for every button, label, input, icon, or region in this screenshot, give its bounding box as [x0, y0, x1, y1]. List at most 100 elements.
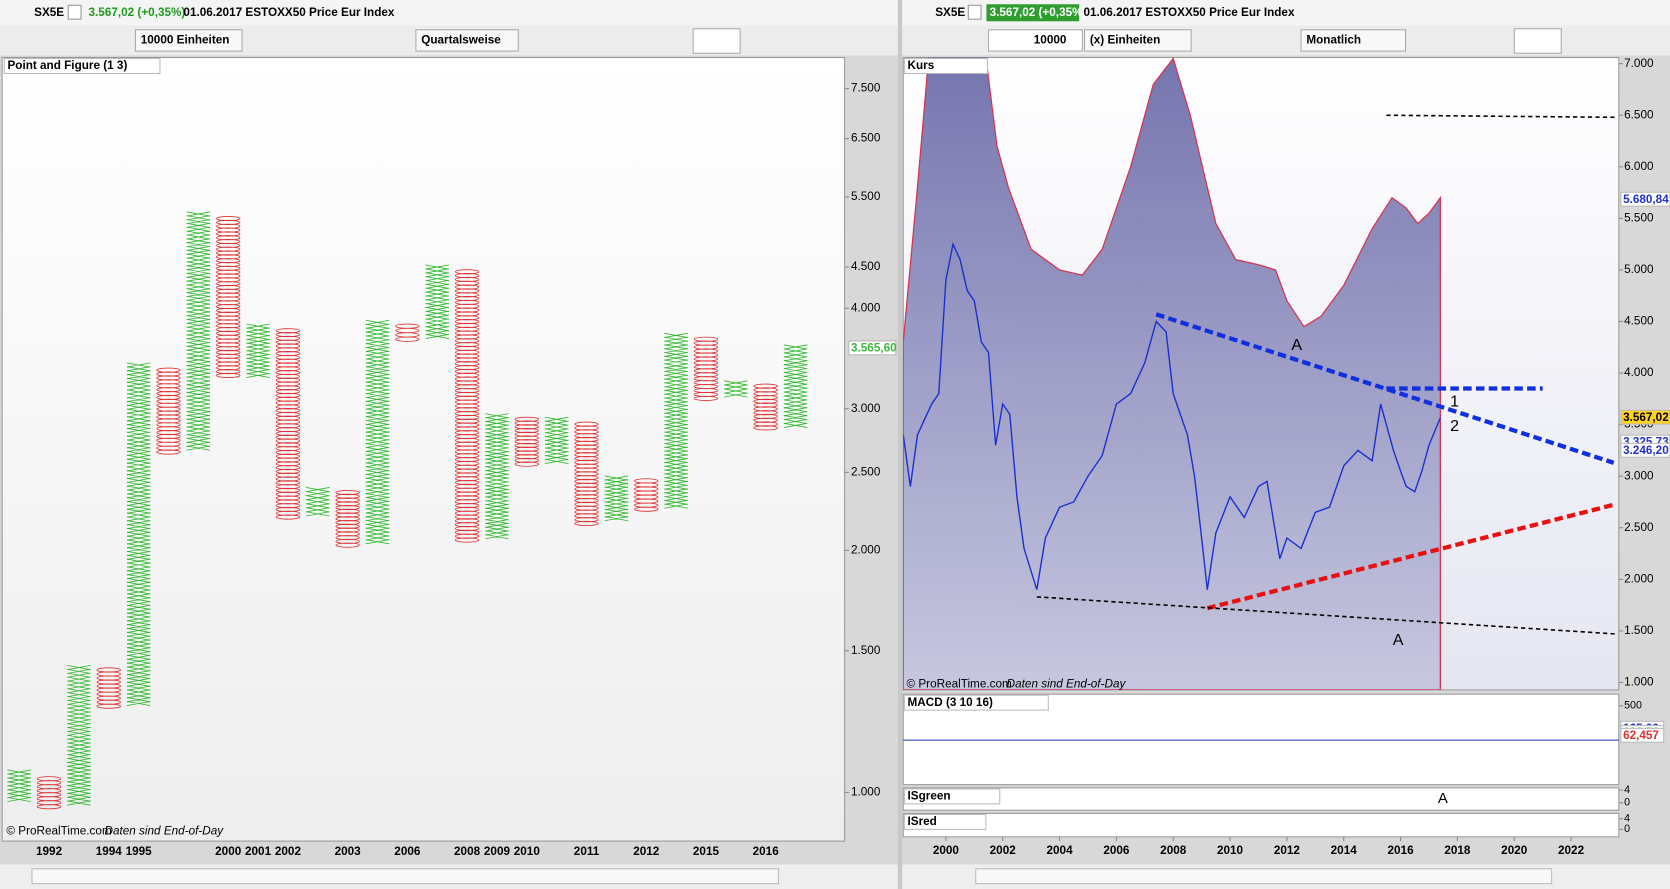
- x-tick-label: 2009: [484, 845, 511, 858]
- y-tick-label: 500: [1624, 700, 1642, 712]
- x-tick-label: 2006: [1103, 844, 1130, 857]
- price-tag-label: 3.246,20: [1623, 444, 1669, 457]
- units-dropdown[interactable]: [1084, 29, 1192, 52]
- pf-column: [724, 380, 748, 398]
- pf-column: [305, 487, 330, 517]
- title-box: [903, 694, 1049, 711]
- credit: © ProRealTime.com: [906, 678, 1011, 691]
- title-box: [903, 813, 987, 830]
- x-tick-label: 2020: [1501, 844, 1528, 857]
- price-tag-label: 3.565,60: [851, 341, 897, 354]
- annotation: A: [1438, 791, 1448, 807]
- x-tick-label: 2014: [1331, 844, 1358, 857]
- info-icon[interactable]: [967, 4, 982, 20]
- pf-column: [36, 776, 62, 810]
- pf-column: [395, 323, 420, 342]
- quote-box: [986, 4, 1080, 22]
- x-tick-label: 2018: [1444, 844, 1471, 857]
- y-tick-label: 3.000: [1624, 469, 1654, 482]
- y-tick-label: 7.500: [851, 82, 881, 95]
- trend-line: [1386, 114, 1617, 119]
- pf-column: [514, 416, 539, 467]
- units-dropdown[interactable]: [134, 29, 243, 52]
- x-tick-label: 1995: [126, 845, 153, 858]
- annotation: A: [1291, 337, 1302, 354]
- y-tick-label: 5.500: [851, 190, 881, 203]
- band-area: [903, 57, 1441, 690]
- trend-line: [1206, 501, 1618, 611]
- price-plot: [903, 57, 1441, 690]
- x-tick-label: 2012: [1274, 844, 1301, 857]
- y-tick-label: 1.500: [851, 644, 881, 657]
- x-tick-label: 2002: [275, 845, 302, 858]
- title-box: [3, 58, 161, 74]
- annotation: 2: [1450, 418, 1459, 435]
- pf-column: [693, 336, 719, 401]
- y-tick-label: 2.000: [1624, 572, 1654, 585]
- scroll-track[interactable]: [975, 868, 1553, 885]
- quote: 3.567,02 (+0,35%): [89, 6, 186, 19]
- y-tick-label: 6.500: [1624, 108, 1654, 121]
- credit-note: Daten sind End-of-Day: [1007, 678, 1127, 691]
- period-dropdown[interactable]: [415, 29, 519, 52]
- pf-column: [454, 269, 480, 543]
- scroll-track[interactable]: [31, 868, 780, 885]
- pf-column: [634, 478, 659, 512]
- isred-title: ISred: [908, 815, 937, 828]
- isgreen-title: ISgreen: [908, 789, 951, 802]
- title-box: [903, 788, 1001, 805]
- x-tick-label: 2000: [933, 844, 960, 857]
- instrument-info: 01.06.2017 ESTOXX50 Price Eur Index: [183, 6, 395, 19]
- pf-column: [604, 475, 629, 522]
- x-tick-label: 2012: [633, 845, 660, 858]
- y-tick-label: 4.000: [1624, 366, 1654, 379]
- pf-column: [753, 383, 778, 431]
- isgreen-panel: [902, 787, 1620, 811]
- instrument-info: 01.06.2017 ESTOXX50 Price Eur Index: [1083, 6, 1295, 19]
- pf-column: [574, 421, 599, 526]
- units: (x) Einheiten: [1090, 34, 1160, 47]
- pf-column: [485, 413, 509, 540]
- pf-column: [335, 489, 360, 548]
- y-tick-label: 4: [1624, 813, 1630, 825]
- x-tick-label: 2010: [514, 845, 541, 858]
- isred-panel: [902, 812, 1620, 838]
- pf-column: [365, 319, 390, 545]
- y-tick-label: 0: [1624, 797, 1630, 809]
- symbol[interactable]: SX5E: [935, 6, 965, 19]
- x-tick-label: 2000: [215, 845, 242, 858]
- pf-column: [216, 216, 241, 378]
- price-tag: [848, 340, 897, 356]
- annotation: 1: [1450, 394, 1459, 411]
- y-tick-label: 2.500: [851, 465, 881, 478]
- units: 10000 Einheiten: [141, 34, 230, 47]
- symbol[interactable]: SX5E: [34, 6, 64, 19]
- units-input[interactable]: [988, 29, 1083, 52]
- y-tick-label: 3.000: [851, 402, 881, 415]
- x-tick-label: 1992: [36, 845, 63, 858]
- period-dropdown[interactable]: [1300, 29, 1407, 52]
- price-tag-label: 62,457: [1623, 729, 1659, 742]
- chart-title: Point and Figure (1 3): [7, 59, 127, 72]
- info-icon[interactable]: [67, 4, 82, 20]
- price-tag: [1620, 727, 1665, 743]
- credit: © ProRealTime.com: [6, 825, 111, 838]
- pf-column: [544, 416, 569, 464]
- x-tick-label: 2022: [1558, 844, 1585, 857]
- x-tick-label: 2004: [1046, 844, 1073, 857]
- chart-type-button[interactable]: [692, 28, 741, 54]
- y-tick-label: 6.500: [851, 132, 881, 145]
- pf-column: [96, 667, 121, 709]
- period: Quartalsweise: [421, 34, 501, 47]
- y-tick-label: 5.000: [1624, 263, 1654, 276]
- title-box: [903, 58, 989, 74]
- macd-title: MACD (3 10 16): [908, 696, 993, 709]
- x-tick-label: 2011: [574, 845, 600, 858]
- splitter[interactable]: [897, 0, 903, 889]
- chart-type-button[interactable]: [1513, 28, 1562, 54]
- x-tick-label: 2015: [693, 845, 720, 858]
- chart-title: Kurs: [908, 59, 935, 72]
- y-tick-label: 2.000: [851, 543, 881, 556]
- pf-column: [7, 769, 32, 803]
